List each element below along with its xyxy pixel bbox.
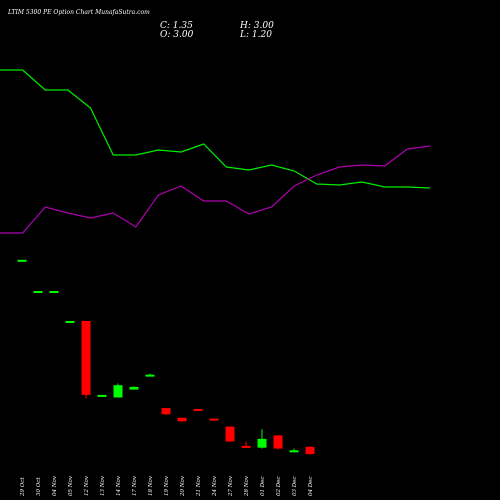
candle xyxy=(33,291,43,294)
x-tick-label: 21 Nov xyxy=(196,475,202,497)
candle xyxy=(161,408,171,416)
x-tick-label: 05 Nov xyxy=(68,475,74,496)
candle xyxy=(241,441,251,448)
candle-layer xyxy=(17,259,315,455)
x-tick-label: 04 Dec xyxy=(308,477,314,497)
low-value: 1.20 xyxy=(251,30,272,40)
candle xyxy=(97,394,107,397)
candle xyxy=(113,383,123,398)
candle xyxy=(65,320,75,323)
low-readout: L: 1.20 xyxy=(240,30,272,40)
candle-body xyxy=(273,435,283,449)
x-tick-label: 14 Nov xyxy=(116,475,122,496)
candle-body xyxy=(65,320,75,323)
candle-body xyxy=(113,385,123,398)
candle xyxy=(305,446,315,455)
candle xyxy=(177,417,187,423)
x-tick-label: 01 Dec xyxy=(260,477,266,497)
high-readout: H: 3.00 xyxy=(240,21,274,31)
candle-body xyxy=(97,394,107,397)
candle xyxy=(209,418,219,421)
high-value: 3.00 xyxy=(253,21,274,31)
candle-body xyxy=(289,450,299,453)
x-tick-label: 20 Nov xyxy=(180,475,186,497)
candle xyxy=(225,426,235,442)
x-tick-label: 17 Nov xyxy=(132,475,138,496)
candle xyxy=(273,435,283,450)
open-value: 3.00 xyxy=(173,30,194,40)
candle-body xyxy=(145,374,155,377)
x-tick-label: 19 Nov xyxy=(164,475,170,496)
close-value: 1.35 xyxy=(172,21,193,31)
open-readout: O: 3.00 xyxy=(160,30,193,40)
x-tick-label: 18 Nov xyxy=(148,475,154,496)
x-tick-label: 04 Nov xyxy=(52,475,58,496)
candle xyxy=(145,373,155,377)
candle-body xyxy=(49,291,59,294)
candle-body xyxy=(129,386,139,390)
open-label: O: xyxy=(160,30,171,40)
candle xyxy=(129,386,139,390)
candle xyxy=(257,429,267,449)
x-tick-label: 13 Nov xyxy=(100,475,106,496)
candle-body xyxy=(161,408,171,415)
x-tick-label: 12 Nov xyxy=(84,475,90,496)
candle-body xyxy=(225,426,235,442)
x-tick-label: 24 Nov xyxy=(212,475,218,497)
candle-body xyxy=(177,417,187,422)
close-readout: C: 1.35 xyxy=(160,21,193,31)
candle xyxy=(289,448,299,453)
candle xyxy=(81,320,91,399)
close-label: C: xyxy=(160,21,170,31)
candle-body xyxy=(17,259,27,262)
x-tick-label: 02 Dec xyxy=(276,477,282,497)
candle xyxy=(193,408,203,411)
candle-body xyxy=(305,446,315,455)
candle xyxy=(49,291,59,294)
chart-title: LTIM 5300 PE Option Chart MunafaSutra.co… xyxy=(8,9,150,16)
x-tick-label: 30 Oct xyxy=(36,477,42,496)
x-tick-label: 27 Nov xyxy=(228,475,234,497)
x-tick-label: 03 Dec xyxy=(292,477,298,497)
candle-body xyxy=(257,438,267,448)
x-tick-layer: 29 Oct 30 Oct 04 Nov 05 Nov 12 Nov 13 Nov 14 N… xyxy=(20,475,314,497)
candle xyxy=(17,259,27,262)
moving-average-magenta-line xyxy=(0,145,431,234)
candle-body xyxy=(193,408,203,411)
moving-average-layer xyxy=(0,69,431,234)
low-label: L: xyxy=(240,30,250,40)
moving-average-green-line xyxy=(0,69,431,189)
candle-body xyxy=(241,445,251,448)
x-tick-label: 29 Oct xyxy=(20,477,26,497)
x-tick-label: 28 Nov xyxy=(244,475,250,497)
candle-body xyxy=(33,291,43,294)
candle-body xyxy=(81,320,91,395)
candle-body xyxy=(209,418,219,421)
high-label: H: xyxy=(240,21,251,31)
